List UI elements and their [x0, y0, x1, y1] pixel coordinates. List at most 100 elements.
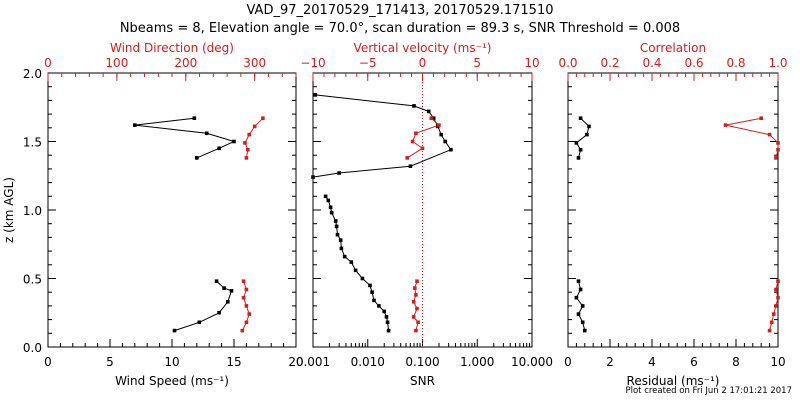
data-point	[197, 320, 202, 325]
top-tick-label: 0.2	[600, 56, 619, 70]
data-point	[222, 286, 226, 290]
data-point	[767, 328, 772, 333]
data-point	[339, 246, 344, 251]
data-point	[585, 132, 589, 137]
x-tick-label: 15	[226, 355, 241, 369]
figure-title: VAD_97_20170529_171413, 20170529.171510	[246, 3, 554, 18]
top-tick-label: 10	[524, 56, 539, 70]
x-axis-label: SNR	[410, 374, 435, 388]
data-point	[217, 310, 221, 315]
data-point	[360, 276, 365, 281]
top-tick-label: 0.4	[642, 56, 661, 70]
data-point	[241, 279, 246, 283]
series-black-line	[325, 196, 390, 331]
top-tick-label: 0	[419, 56, 427, 70]
data-point	[192, 116, 197, 120]
data-point	[759, 116, 763, 120]
data-point	[576, 312, 581, 316]
data-point	[414, 293, 418, 297]
data-point	[415, 306, 419, 311]
data-point	[414, 131, 418, 136]
data-point	[311, 175, 315, 179]
data-point	[333, 219, 338, 223]
data-point	[133, 123, 137, 127]
data-point	[578, 147, 583, 152]
data-point	[413, 286, 417, 290]
data-point	[247, 132, 251, 137]
data-point	[439, 132, 443, 137]
x-tick-label: 10	[164, 355, 179, 369]
data-point	[385, 320, 390, 325]
data-point	[576, 156, 581, 160]
top-tick-label: 100	[105, 56, 128, 70]
data-point	[244, 320, 249, 325]
y-tick-label: 2.0	[23, 67, 42, 81]
data-point	[411, 300, 416, 304]
data-point	[449, 147, 453, 152]
data-point	[204, 131, 209, 136]
data-point	[772, 312, 776, 316]
top-tick-label: 0.8	[726, 56, 745, 70]
data-point	[372, 298, 376, 303]
y-axis-label: z (km AGL)	[2, 177, 16, 243]
series-black-line	[134, 117, 236, 159]
data-point	[229, 289, 234, 293]
data-point	[243, 141, 247, 145]
x-tick-label: 5	[106, 355, 114, 369]
data-point	[574, 295, 579, 300]
data-point	[587, 124, 591, 129]
data-point	[335, 232, 340, 237]
data-point	[769, 320, 774, 325]
data-point	[172, 328, 177, 333]
top-tick-label: 0.0	[558, 56, 577, 70]
data-point	[247, 312, 251, 316]
data-point	[261, 116, 265, 120]
data-point	[313, 93, 318, 97]
data-point	[776, 279, 780, 283]
y-tick-label: 1.0	[23, 204, 42, 218]
series-red-line	[725, 117, 779, 159]
top-tick-label: 200	[174, 56, 197, 70]
x-tick-label: 20	[288, 355, 303, 369]
panel-frame	[312, 72, 533, 348]
x-tick-label: 0.001	[296, 355, 330, 369]
data-point	[411, 315, 416, 319]
data-point	[426, 109, 431, 114]
data-point	[774, 287, 778, 292]
data-point	[244, 156, 249, 160]
data-point	[576, 279, 581, 283]
top-tick-label: 5	[473, 56, 481, 70]
data-point	[583, 328, 587, 333]
top-tick-label: −10	[300, 56, 325, 70]
x-tick-label: 6	[690, 355, 698, 369]
data-point	[431, 116, 436, 120]
series-red-line	[244, 117, 264, 158]
data-point	[240, 328, 245, 333]
top-axis-label: Wind Direction (deg)	[110, 41, 234, 55]
x-tick-label: 8	[732, 355, 740, 369]
x-axis-label: Residual (ms⁻¹)	[627, 374, 720, 388]
data-point	[574, 141, 579, 145]
data-point	[329, 210, 334, 215]
top-tick-label: −5	[359, 56, 377, 70]
data-point	[337, 171, 341, 175]
panel-wind: 0.0 0.5 1.0 1.5 2.0 z (km AGL) 0 5 10 15 20 Wind Sp…	[2, 41, 304, 388]
data-point	[443, 139, 447, 144]
data-point	[370, 290, 374, 294]
data-point	[429, 116, 434, 120]
data-point	[342, 254, 347, 259]
x-tick-label: 2	[606, 355, 614, 369]
data-point	[767, 132, 772, 137]
data-point	[412, 104, 416, 108]
plot-created-footer: Plot created on Fri Jun 2 17:01:21 2017	[625, 386, 792, 396]
data-point	[437, 123, 441, 127]
y-tick-label: 0.5	[23, 273, 42, 287]
top-tick-label: 0.6	[684, 56, 703, 70]
panel-frame	[567, 72, 779, 348]
x-tick-label: 0	[564, 355, 572, 369]
data-point	[420, 146, 425, 151]
data-point	[580, 304, 585, 308]
data-point	[416, 320, 420, 325]
